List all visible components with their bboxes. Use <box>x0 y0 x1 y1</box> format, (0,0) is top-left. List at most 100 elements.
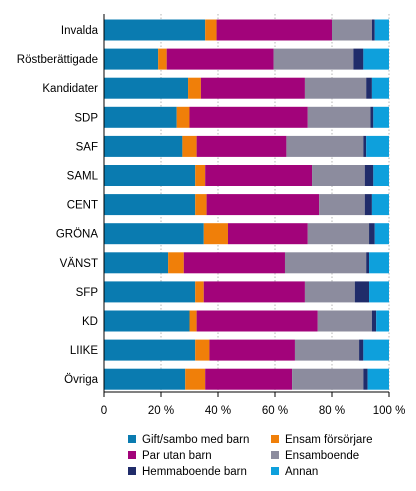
bar-segment-liike-gift-sambo-med-barn <box>104 339 196 361</box>
legend-label-annan: Annan <box>285 466 318 478</box>
bar-segment-cent-par-utan-barn <box>206 194 320 216</box>
legend: Gift/sambo med barn Par utan barn Hemmaboe… <box>128 434 373 478</box>
bar-segment-ovriga-gift-sambo-med-barn <box>104 368 186 390</box>
bar-segment-cent-ensam-forsorjare <box>195 194 207 216</box>
bar-segment-grona-ensam-forsorjare <box>203 223 228 245</box>
bar-segment-saml-gift-sambo-med-barn <box>104 165 196 186</box>
bar-segment-sfp-annan <box>369 281 389 303</box>
category-label-vanst: VÄNST <box>60 258 98 270</box>
bar-segment-liike-ensam-forsorjare <box>195 339 210 361</box>
bar-segment-vanst-ensamboende <box>284 252 367 274</box>
bar-segment-vanst-ensam-forsorjare <box>168 252 184 274</box>
legend-swatch-annan <box>271 467 279 475</box>
bar-segment-sdp-hemmaboende-barn <box>370 106 374 128</box>
bar-segment-sdp-ensam-forsorjare <box>176 106 190 128</box>
bar-segment-saml-ensam-forsorjare <box>195 165 206 186</box>
bar-segment-rostberattigade-annan <box>363 48 389 70</box>
bar-segment-ovriga-ensam-forsorjare <box>185 368 206 390</box>
bar-layer <box>104 19 390 390</box>
bar-segment-vanst-hemmaboende-barn <box>366 252 370 274</box>
bar-segment-invalda-ensam-forsorjare <box>205 19 217 41</box>
bar-segment-grona-annan <box>374 223 389 245</box>
bar-segment-saf-hemmaboende-barn <box>363 135 367 157</box>
bar-row-rostberattigade <box>104 48 389 70</box>
category-label-cent: CENT <box>67 200 98 212</box>
legend-item-annan: Annan <box>271 466 318 478</box>
category-label-grona: GRÖNA <box>56 229 99 241</box>
bar-row-saf <box>104 135 389 157</box>
bar-segment-cent-ensamboende <box>319 194 365 216</box>
bar-segment-cent-hemmaboende-barn <box>364 194 372 216</box>
bar-segment-kd-hemmaboende-barn <box>371 310 377 332</box>
bar-segment-sfp-ensam-forsorjare <box>195 281 204 303</box>
bar-segment-kd-gift-sambo-med-barn <box>104 310 190 332</box>
legend-label-ensamboende: Ensamboende <box>285 450 359 462</box>
bar-segment-ovriga-annan <box>367 368 390 390</box>
bar-segment-invalda-hemmaboende-barn <box>371 19 375 41</box>
bar-row-kandidater <box>104 77 389 99</box>
bar-segment-saml-hemmaboende-barn <box>364 165 374 186</box>
bar-segment-saf-ensamboende <box>286 135 364 157</box>
bar-segment-liike-hemmaboende-barn <box>359 339 364 361</box>
x-tick-label-layer: 0 20 % 40 % 60 % 80 % 100 % <box>101 405 406 417</box>
bar-segment-invalda-gift-sambo-med-barn <box>104 19 206 41</box>
bar-segment-kandidater-par-utan-barn <box>200 77 305 99</box>
bar-row-ovriga <box>104 368 390 390</box>
bar-segment-sfp-gift-sambo-med-barn <box>104 281 196 303</box>
bar-segment-kandidater-annan <box>371 77 389 99</box>
axis-layer <box>103 14 390 397</box>
bar-segment-rostberattigade-ensamboende <box>273 48 354 70</box>
bar-segment-sdp-par-utan-barn <box>189 106 308 128</box>
category-label-rostberattigade: Röstberättigade <box>17 54 98 66</box>
bar-segment-sfp-hemmaboende-barn <box>354 281 370 303</box>
legend-swatch-hemmaboende-barn <box>128 467 136 475</box>
category-label-saml: SAML <box>67 171 99 183</box>
legend-swatch-par-utan-barn <box>128 451 136 459</box>
x-tick-label-60: 60 % <box>262 405 288 417</box>
bar-segment-ovriga-ensamboende <box>292 368 364 390</box>
bar-segment-sfp-ensamboende <box>304 281 355 303</box>
bar-segment-invalda-par-utan-barn <box>216 19 332 41</box>
bar-segment-invalda-annan <box>374 19 389 41</box>
bar-segment-kd-par-utan-barn <box>196 310 318 332</box>
bar-segment-kandidater-ensamboende <box>304 77 367 99</box>
legend-item-ensam-forsorjare: Ensam försörjare <box>271 434 373 446</box>
bar-segment-kandidater-gift-sambo-med-barn <box>104 77 189 99</box>
bar-segment-sfp-par-utan-barn <box>203 281 305 303</box>
bar-segment-kandidater-ensam-forsorjare <box>188 77 201 99</box>
legend-item-par-utan-barn: Par utan barn <box>128 450 212 462</box>
bar-segment-grona-gift-sambo-med-barn <box>104 223 204 245</box>
legend-label-ensam-forsorjare: Ensam försörjare <box>285 434 373 446</box>
bar-segment-grona-par-utan-barn <box>227 223 308 245</box>
bar-segment-liike-annan <box>363 339 389 361</box>
legend-label-hemmaboende-barn: Hemmaboende barn <box>142 466 247 478</box>
bar-segment-cent-annan <box>371 194 389 216</box>
bar-row-vanst <box>104 252 389 274</box>
bar-segment-grona-hemmaboende-barn <box>369 223 375 245</box>
bar-segment-rostberattigade-ensam-forsorjare <box>158 48 167 70</box>
x-tick-label-80: 80 % <box>319 405 345 417</box>
bar-segment-kd-ensamboende <box>317 310 372 332</box>
x-tick-label-0: 0 <box>101 405 107 417</box>
category-label-saf: SAF <box>76 141 98 153</box>
legend-item-gift-sambo-med-barn: Gift/sambo med barn <box>128 434 249 446</box>
category-label-layer: Invalda Röstberättigade Kandidater SDP SAF SA… <box>17 25 99 386</box>
legend-label-par-utan-barn: Par utan barn <box>142 450 212 462</box>
bar-segment-vanst-annan <box>369 252 389 274</box>
legend-swatch-ensam-forsorjare <box>271 435 279 443</box>
bar-segment-rostberattigade-par-utan-barn <box>166 48 274 70</box>
category-label-liike: LIIKE <box>70 345 98 357</box>
bar-segment-ovriga-par-utan-barn <box>205 368 293 390</box>
bar-segment-sdp-annan <box>373 106 389 128</box>
bar-row-liike <box>104 339 389 361</box>
bar-row-saml <box>104 165 389 186</box>
bar-segment-saml-annan <box>373 165 389 186</box>
bar-segment-grona-ensamboende <box>307 223 370 245</box>
bar-segment-vanst-par-utan-barn <box>183 252 285 274</box>
bar-segment-liike-par-utan-barn <box>209 339 295 361</box>
category-label-sdp: SDP <box>74 112 98 124</box>
category-label-invalda: Invalda <box>61 25 99 37</box>
bar-row-sdp <box>104 106 389 128</box>
